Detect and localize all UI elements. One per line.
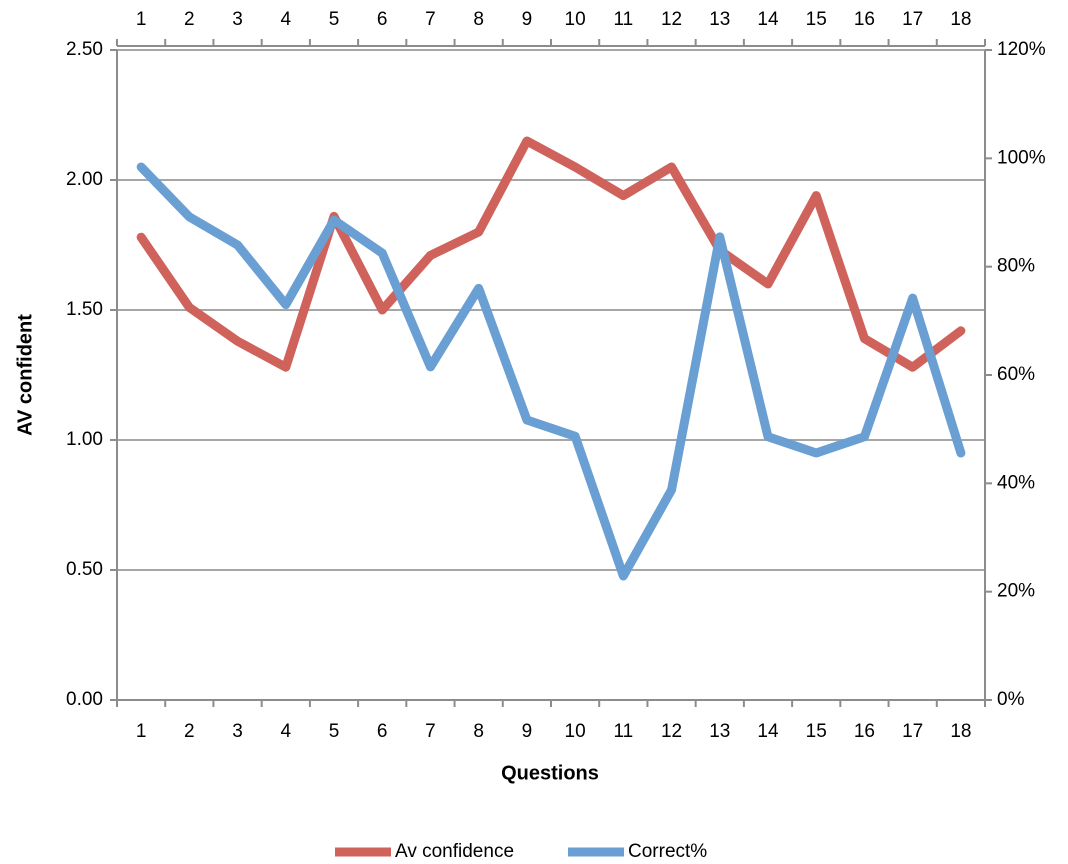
y2-tick-label: 20% xyxy=(997,581,1035,602)
y2-tick-label: 80% xyxy=(997,256,1035,277)
y2-tick-label: 100% xyxy=(997,147,1046,168)
x-top-tick-label: 12 xyxy=(661,9,682,30)
x-top-tick-label: 3 xyxy=(232,9,243,30)
x-top-tick-label: 7 xyxy=(425,9,436,30)
x-top-tick-label: 14 xyxy=(757,9,779,30)
x-top-tick-label: 2 xyxy=(184,9,195,30)
x-tick-label: 15 xyxy=(806,721,827,742)
x-tick-label: 14 xyxy=(757,721,779,742)
x-tick-label: 12 xyxy=(661,721,682,742)
y-tick-label: 0.00 xyxy=(66,689,103,710)
y2-tick-label: 120% xyxy=(997,39,1046,60)
x-top-tick-label: 6 xyxy=(377,9,388,30)
x-top-tick-label: 16 xyxy=(854,9,875,30)
x-tick-label: 8 xyxy=(473,721,484,742)
y-tick-label: 0.50 xyxy=(66,559,103,580)
x-top-tick-label: 17 xyxy=(902,9,923,30)
x-tick-label: 18 xyxy=(950,721,971,742)
x-top-tick-label: 5 xyxy=(329,9,340,30)
x-axis-title: Questions xyxy=(501,762,599,784)
y2-tick-label: 0% xyxy=(997,689,1025,710)
x-tick-label: 17 xyxy=(902,721,923,742)
x-tick-label: 11 xyxy=(613,721,633,742)
x-top-tick-label: 15 xyxy=(806,9,827,30)
y2-tick-label: 40% xyxy=(997,472,1035,493)
x-top-tick-label: 1 xyxy=(136,9,147,30)
x-top-tick-label: 8 xyxy=(473,9,484,30)
series-line xyxy=(136,136,966,372)
x-tick-label: 1 xyxy=(136,721,147,742)
x-top-tick-label: 18 xyxy=(950,9,971,30)
x-top-tick-label: 13 xyxy=(709,9,730,30)
x-tick-label: 4 xyxy=(280,721,291,742)
y-tick-label: 2.00 xyxy=(66,169,103,190)
x-tick-label: 6 xyxy=(377,721,388,742)
y-tick-label: 1.50 xyxy=(66,299,103,320)
x-tick-label: 7 xyxy=(425,721,436,742)
x-tick-label: 2 xyxy=(184,721,195,742)
x-tick-label: 16 xyxy=(854,721,875,742)
x-tick-label: 10 xyxy=(565,721,586,742)
x-top-tick-label: 4 xyxy=(280,9,291,30)
y2-tick-label: 60% xyxy=(997,364,1035,385)
y-tick-label: 2.50 xyxy=(66,39,103,60)
legend-label: Av confidence xyxy=(395,841,514,862)
x-top-tick-label: 9 xyxy=(522,9,533,30)
x-tick-label: 13 xyxy=(709,721,730,742)
y-axis-title: AV confident xyxy=(14,314,36,436)
y-tick-label: 1.00 xyxy=(66,429,103,450)
x-top-tick-label: 11 xyxy=(613,9,633,30)
series-line xyxy=(136,162,966,581)
x-tick-label: 5 xyxy=(329,721,340,742)
x-top-tick-label: 10 xyxy=(565,9,586,30)
x-tick-label: 9 xyxy=(522,721,533,742)
legend-label: Correct% xyxy=(628,841,707,862)
x-tick-label: 3 xyxy=(232,721,243,742)
